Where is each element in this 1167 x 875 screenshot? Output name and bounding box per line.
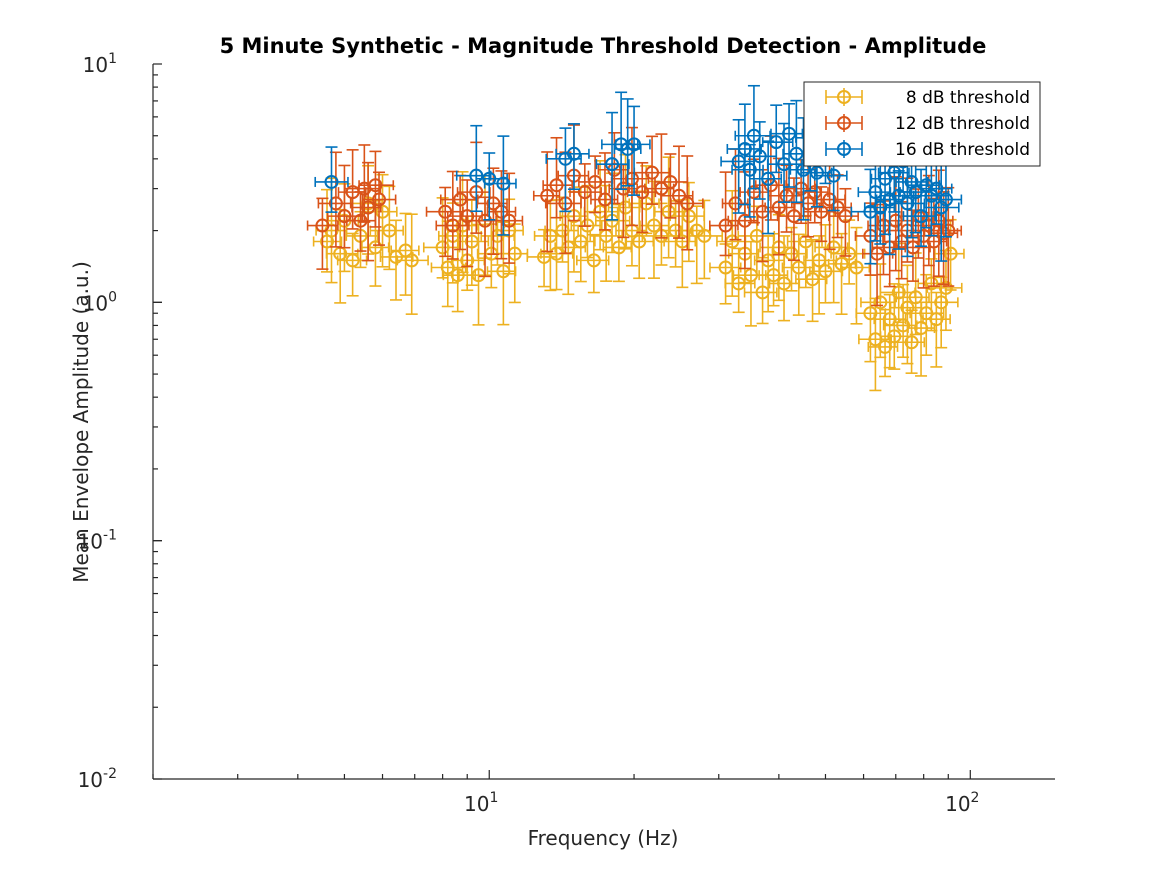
data-point [734, 84, 771, 190]
data-point [458, 223, 493, 326]
data-point [748, 140, 783, 235]
x-tick-label: 101 [464, 790, 498, 816]
data-point [776, 177, 812, 262]
y-axis-label: Mean Envelope Amplitude (a.u.) [69, 261, 93, 583]
legend-marker [825, 88, 863, 106]
data-point [923, 161, 960, 262]
data-point [626, 161, 657, 234]
data-point [590, 152, 619, 231]
data-point [839, 226, 871, 325]
data-point [326, 164, 363, 249]
data-point [396, 213, 429, 315]
data-point [495, 172, 524, 264]
data-point [595, 111, 630, 221]
legend-label: 8 dB threshold [906, 88, 1030, 108]
data-point [351, 161, 382, 262]
plot-area [306, 84, 965, 392]
data-point [925, 276, 959, 349]
legend: 8 dB threshold 12 dB threshold 16 dB thres… [803, 81, 1041, 167]
legend-label: 12 dB threshold [895, 114, 1030, 134]
data-point [446, 179, 483, 268]
y-tick-label: 10-1 [78, 528, 117, 554]
axes [152, 64, 1055, 780]
y-tick-label: 101 [83, 51, 117, 77]
data-point [708, 171, 739, 257]
data-point [639, 180, 670, 279]
data-point [934, 218, 965, 291]
data-point [768, 235, 801, 322]
data-point [614, 105, 651, 196]
data-point [483, 135, 517, 236]
data-point [724, 247, 756, 314]
data-point [569, 163, 602, 227]
x-axis-label: Frequency (Hz) [528, 826, 679, 850]
legend-label: 16 dB threshold [895, 140, 1030, 160]
data-point [670, 155, 704, 251]
data-point [306, 197, 339, 270]
data-point [358, 150, 395, 228]
chart-title: 5 Minute Synthetic - Magnitude Threshold… [220, 34, 987, 58]
data-point [435, 170, 470, 260]
data-point [688, 199, 724, 280]
ticks: 101 102 10-2 10-1 100 101 [78, 51, 980, 816]
data-point [867, 308, 899, 378]
data-point [439, 174, 479, 251]
data-point [828, 187, 859, 257]
data-point [814, 161, 846, 251]
data-point [486, 170, 517, 260]
legend-marker [825, 140, 863, 158]
x-tick-label: 102 [945, 790, 979, 816]
data-point [789, 117, 817, 221]
data-point [555, 123, 590, 191]
data-point [314, 146, 349, 213]
data-point [532, 151, 561, 253]
data-point [625, 190, 655, 280]
y-tick-label: 100 [83, 289, 117, 315]
data-point [578, 155, 613, 214]
data-point [721, 148, 749, 241]
data-point [361, 171, 397, 246]
data-point [390, 212, 420, 296]
y-tick-label: 10-2 [78, 766, 117, 792]
legend-marker [825, 114, 863, 132]
